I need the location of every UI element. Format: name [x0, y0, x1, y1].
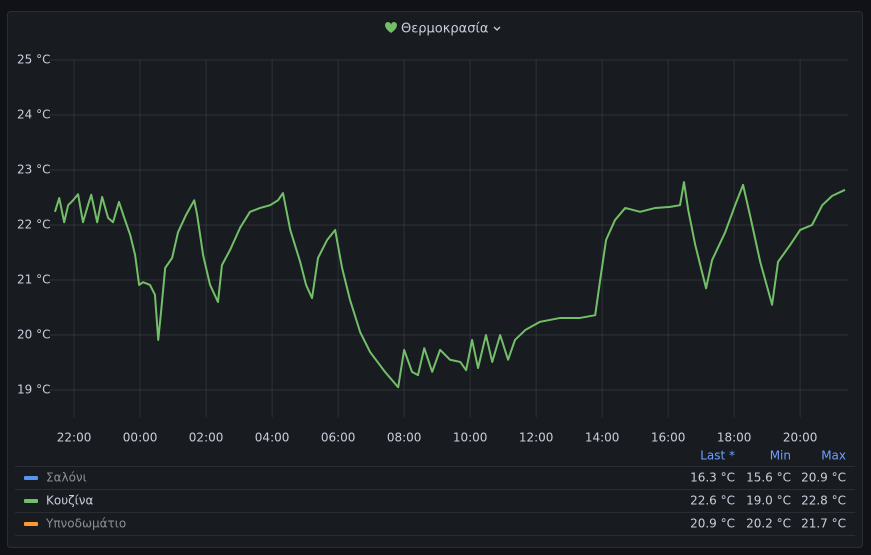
y-tick-label: 23 °C — [17, 163, 50, 177]
legend-name[interactable]: Υπνοδωμάτιο — [45, 517, 126, 531]
x-tick-label: 06:00 — [321, 431, 356, 445]
legend-swatch — [24, 522, 38, 526]
legend-header[interactable]: Max — [821, 449, 846, 463]
x-tick-label: 08:00 — [387, 431, 422, 445]
x-tick-label: 16:00 — [651, 431, 686, 445]
legend-name[interactable]: Σαλόνι — [46, 471, 87, 485]
legend-value: 20.9 °C — [801, 471, 846, 485]
panel — [7, 11, 863, 548]
y-tick-label: 24 °C — [17, 108, 50, 122]
x-tick-label: 22:00 — [57, 431, 92, 445]
legend-value: 20.9 °C — [690, 517, 735, 531]
title-chevron[interactable] — [493, 26, 501, 31]
legend-header[interactable]: Last * — [700, 449, 735, 463]
legend-value: 21.7 °C — [801, 517, 846, 531]
series-line — [53, 181, 846, 389]
x-tick-label: 10:00 — [453, 431, 488, 445]
legend-value: 15.6 °C — [746, 471, 791, 485]
legend-value: 19.0 °C — [746, 494, 791, 508]
x-tick-label: 02:00 — [189, 431, 224, 445]
y-tick-label: 20 °C — [17, 328, 50, 342]
legend-value: 16.3 °C — [690, 471, 735, 485]
x-tick-label: 00:00 — [123, 431, 158, 445]
y-tick-label: 25 °C — [17, 53, 50, 67]
x-tick-label: 14:00 — [585, 431, 620, 445]
y-tick-label: 19 °C — [17, 383, 50, 397]
legend-header[interactable]: Min — [770, 449, 791, 463]
legend-value: 22.8 °C — [801, 494, 846, 508]
legend-swatch — [24, 499, 38, 503]
heart-icon — [385, 22, 397, 33]
x-tick-label: 18:00 — [717, 431, 752, 445]
x-tick-label: 04:00 — [255, 431, 290, 445]
legend-value: 20.2 °C — [746, 517, 791, 531]
x-tick-label: 12:00 — [519, 431, 554, 445]
y-tick-label: 22 °C — [17, 218, 50, 232]
x-tick-label: 20:00 — [783, 431, 818, 445]
y-tick-label: 21 °C — [17, 273, 50, 287]
legend-swatch — [24, 476, 38, 480]
panel-title[interactable]: Θερμοκρασία — [401, 22, 488, 37]
legend-name[interactable]: Κουζίνα — [46, 494, 93, 508]
legend-value: 22.6 °C — [690, 494, 735, 508]
